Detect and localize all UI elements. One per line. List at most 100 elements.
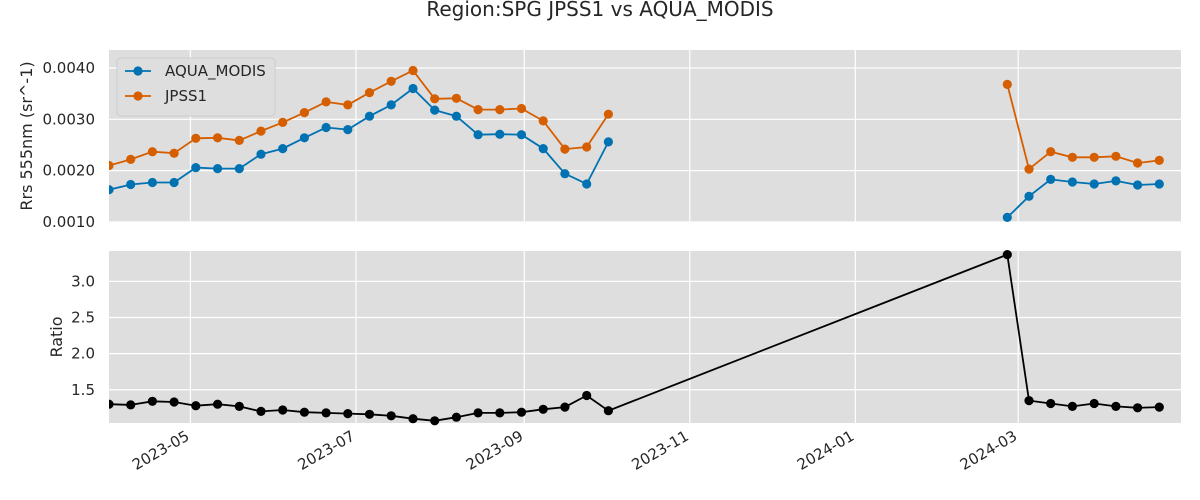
data-point-aqua-modis: [278, 144, 288, 154]
data-point-jpss1: [516, 103, 527, 114]
data-point-aqua-modis: [1111, 176, 1121, 186]
data-point-jpss1: [386, 76, 396, 86]
data-point-jpss1: [278, 117, 288, 127]
data-point-aqua-modis: [495, 129, 505, 139]
data-point-aqua-modis: [1046, 174, 1056, 184]
data-point-ratio: [1002, 250, 1012, 260]
data-point-ratio: [408, 414, 418, 424]
data-point-aqua-modis: [191, 163, 201, 173]
data-point-jpss1: [1067, 152, 1077, 162]
data-point-jpss1: [603, 109, 614, 119]
y-tick-label: 0.0010: [43, 213, 96, 231]
data-point-aqua-modis: [538, 144, 548, 154]
legend-marker: [133, 91, 143, 101]
data-point-jpss1: [1133, 158, 1143, 168]
data-point-aqua-modis: [516, 130, 527, 140]
x-tick-label: 2023-09: [463, 427, 526, 474]
x-tick-label: 2024-03: [957, 427, 1020, 474]
data-point-aqua-modis: [560, 169, 570, 179]
data-point-aqua-modis: [408, 83, 418, 94]
legend-marker: [133, 66, 143, 76]
data-point-jpss1: [1024, 164, 1034, 174]
data-point-jpss1: [299, 108, 309, 118]
y-tick-label: 1.5: [71, 381, 95, 399]
y-tick-label: 0.0020: [43, 162, 96, 180]
data-point-jpss1: [343, 100, 353, 110]
data-point-ratio: [256, 406, 266, 416]
data-point-ratio: [1111, 401, 1121, 411]
data-point-ratio: [213, 399, 223, 409]
x-tick-label: 2023-07: [295, 427, 358, 474]
data-point-aqua-modis: [234, 164, 244, 174]
data-point-jpss1: [234, 135, 244, 145]
data-point-ratio: [430, 416, 440, 426]
data-point-jpss1: [495, 105, 505, 115]
data-point-aqua-modis: [213, 164, 223, 174]
data-point-ratio: [147, 396, 157, 406]
data-point-jpss1: [408, 65, 418, 76]
data-point-jpss1: [1002, 79, 1012, 89]
data-point-ratio: [1133, 403, 1143, 413]
data-point-aqua-modis: [256, 149, 266, 159]
data-point-aqua-modis: [321, 122, 331, 133]
x-tick-label: 2023-05: [129, 427, 192, 474]
data-point-jpss1: [109, 160, 114, 171]
data-point-jpss1: [1154, 155, 1164, 165]
data-point-aqua-modis: [126, 179, 136, 190]
data-point-jpss1: [213, 133, 223, 143]
legend-box: [116, 57, 276, 117]
data-point-aqua-modis: [109, 185, 114, 195]
data-point-jpss1: [191, 133, 201, 143]
data-point-ratio: [126, 400, 136, 410]
data-point-ratio: [299, 407, 309, 417]
plot-area: [109, 251, 1181, 423]
x-tick-label: 2023-11: [628, 427, 691, 474]
data-point-aqua-modis: [582, 179, 592, 189]
data-point-aqua-modis: [451, 111, 461, 121]
y-axis-label: Ratio: [47, 316, 66, 357]
y-tick-label: 2.5: [71, 308, 95, 326]
x-axis: 2023-05 2023-07 2023-09 2023-11 2024-01 2024-…: [129, 427, 1020, 474]
data-point-jpss1: [451, 93, 461, 103]
data-point-ratio: [451, 412, 461, 422]
data-point-ratio: [495, 408, 505, 418]
data-point-ratio: [278, 405, 288, 415]
legend-entry: JPSS1: [164, 87, 207, 105]
legend-entry: AQUA_MODIS: [165, 62, 266, 81]
data-point-aqua-modis: [147, 177, 157, 188]
data-point-aqua-modis: [1133, 180, 1143, 190]
y-tick-label: 3.0: [71, 272, 95, 290]
data-point-aqua-modis: [473, 130, 483, 140]
data-point-aqua-modis: [364, 111, 375, 121]
rrs-panel: 0.0010 0.0020 0.0030 0.0040 Rrs 555nm (sr^-1…: [17, 50, 1181, 231]
data-point-jpss1: [560, 144, 570, 154]
x-tick-label: 2024-01: [794, 427, 857, 474]
data-point-aqua-modis: [1024, 191, 1034, 201]
data-point-aqua-modis: [169, 177, 179, 188]
data-point-aqua-modis: [603, 137, 614, 147]
plot-area: [109, 50, 1181, 222]
data-point-aqua-modis: [299, 133, 309, 143]
data-point-ratio: [1024, 396, 1034, 406]
data-point-aqua-modis: [343, 125, 353, 135]
legend: AQUA_MODIS JPSS1: [116, 57, 276, 117]
data-point-jpss1: [582, 142, 592, 152]
data-point-ratio: [560, 402, 570, 412]
data-point-ratio: [516, 407, 527, 417]
data-point-aqua-modis: [1154, 179, 1164, 189]
data-point-jpss1: [1111, 151, 1121, 161]
data-point-aqua-modis: [430, 105, 440, 115]
data-point-ratio: [1067, 401, 1077, 411]
data-point-jpss1: [169, 148, 179, 158]
data-point-jpss1: [256, 126, 266, 136]
data-point-ratio: [538, 404, 548, 414]
series-layer: [109, 65, 1164, 222]
chart-title: Region:SPG JPSS1 vs AQUA_MODIS: [426, 0, 773, 21]
data-point-ratio: [169, 397, 179, 407]
y-tick-label: 2.0: [71, 345, 95, 363]
data-point-ratio: [1089, 398, 1099, 409]
data-point-ratio: [386, 411, 396, 421]
data-point-ratio: [234, 401, 244, 411]
data-point-ratio: [1154, 402, 1164, 412]
